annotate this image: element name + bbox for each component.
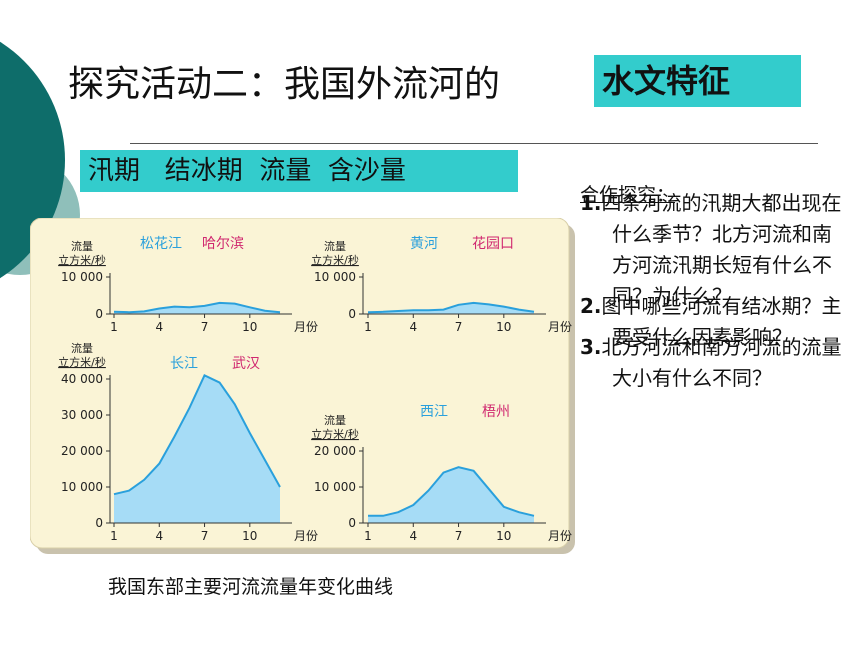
keywords-banner: 汛期 结冰期 流量 含沙量 [80, 150, 518, 192]
chart-3-x-tick-label-3: 10 [242, 529, 257, 543]
discussion-panel: 合作探究： 1.四条河流的汛期大都出现在什么季节？北方河流和南方河流汛期长短有什… [580, 180, 850, 404]
chart-3-river-name: 长江 [170, 356, 198, 372]
question-3: 3.北方河流和南方河流的流量大小有什么不同？ [580, 332, 850, 394]
chart-3-x-tick-label-2: 7 [201, 529, 209, 543]
chart-2-y-axis-label: 流量 [324, 239, 346, 253]
chart-4-station-name: 梧州 [482, 404, 510, 420]
chart-2-line [367, 301, 535, 314]
chart-caption: 我国东部主要河流流量年变化曲线 [108, 576, 394, 598]
chart-1-area [114, 302, 280, 314]
chart-4-x-tick-label-0: 1 [364, 529, 372, 543]
question-2-number: 2. [580, 294, 602, 318]
chart-1-x-axis-label: 月份 [294, 320, 318, 334]
chart-3-y-tick-label-1: 10 000 [61, 480, 103, 494]
chart-4-y-axis-unit: 立方米/秒 [311, 427, 359, 441]
chart-3-x-tick-label-1: 4 [155, 529, 163, 543]
question-2: 2.图中哪些河流有结冰期？主要受什么因素影响？ [580, 291, 850, 353]
chart-2-x-tick-label-1: 4 [409, 320, 417, 334]
chart-3-y-tick-label-3: 30 000 [61, 408, 103, 422]
chart-1-y-axis-label: 流量 [71, 239, 93, 253]
discussion-heading: 合作探究： [580, 184, 676, 206]
chart-2-y-tick-label-0: 0 [348, 307, 356, 321]
chart-4-y-tick-label-0: 0 [348, 516, 356, 530]
chart-3-y-tick-label-4: 40 000 [61, 372, 103, 386]
chart-3-y-tick-label-2: 20 000 [61, 444, 103, 458]
chart-1-x-tick-label-0: 1 [110, 320, 118, 334]
chart-3-y-tick-label-0: 0 [95, 516, 103, 530]
chart-3-station-name: 武汉 [232, 356, 260, 372]
chart-2-x-axis-label: 月份 [548, 320, 572, 334]
slide-title-highlight: 水文特征 [594, 55, 801, 107]
chart-1-line [113, 301, 281, 314]
question-2-text: 图中哪些河流有结冰期？主要受什么因素影响？ [601, 294, 842, 349]
chart-4-y-tick-label-1: 10 000 [314, 480, 356, 494]
chart-1-x-tick-label-1: 4 [155, 320, 163, 334]
question-3-number: 3. [580, 335, 602, 359]
chart-3-x-axis-label: 月份 [294, 529, 318, 543]
chart-4-area [368, 467, 534, 523]
question-1-number: 1. [580, 191, 602, 215]
chart-4-y-tick-label-2: 20 000 [314, 444, 356, 458]
chart-1-y-tick-label-1: 10 000 [61, 270, 103, 284]
question-1-text: 四条河流的汛期大都出现在什么季节？北方河流和南方河流汛期长短有什么不同？为什么？ [601, 191, 842, 308]
chart-1-river-name: 松花江 [140, 236, 182, 252]
chart-2-x-tick-label-0: 1 [364, 320, 372, 334]
chart-1-y-axis-unit: 立方米/秒 [58, 253, 106, 267]
chart-2-y-axis-unit: 立方米/秒 [311, 253, 359, 267]
chart-2-station-name: 花园口 [472, 236, 514, 252]
chart-4-x-tick-label-3: 10 [496, 529, 511, 543]
question-3-text: 北方河流和南方河流的流量大小有什么不同？ [601, 335, 842, 390]
chart-4-x-tick-label-2: 7 [455, 529, 463, 543]
chart-2-x-tick-label-2: 7 [455, 320, 463, 334]
chart-4-x-tick-label-1: 4 [409, 529, 417, 543]
chart-1-x-tick-label-2: 7 [201, 320, 209, 334]
chart-2-y-tick-label-1: 10 000 [314, 270, 356, 284]
chart-3-y-axis-label: 流量 [71, 341, 93, 355]
chart-1-y-tick-label-0: 0 [95, 307, 103, 321]
chart-4-y-axis-label: 流量 [324, 413, 346, 427]
chart-3-y-axis-unit: 立方米/秒 [58, 355, 106, 369]
chart-2-river-name: 黄河 [410, 235, 438, 252]
chart-4-river-name: 西江 [420, 404, 448, 420]
chart-2-x-tick-label-3: 10 [496, 320, 511, 334]
title-divider [130, 143, 818, 144]
slide-title: 探究活动二：我国外流河的 [68, 64, 501, 105]
chart-1-station-name: 哈尔滨 [202, 236, 244, 252]
chart-3-x-tick-label-0: 1 [110, 529, 118, 543]
chart-4-line [368, 466, 535, 517]
question-1: 1.四条河流的汛期大都出现在什么季节？北方河流和南方河流汛期长短有什么不同？为什… [580, 188, 850, 312]
chart-3-line [113, 374, 281, 496]
chart-4-x-axis-label: 月份 [548, 529, 572, 543]
chart-1-x-tick-label-3: 10 [242, 320, 257, 334]
